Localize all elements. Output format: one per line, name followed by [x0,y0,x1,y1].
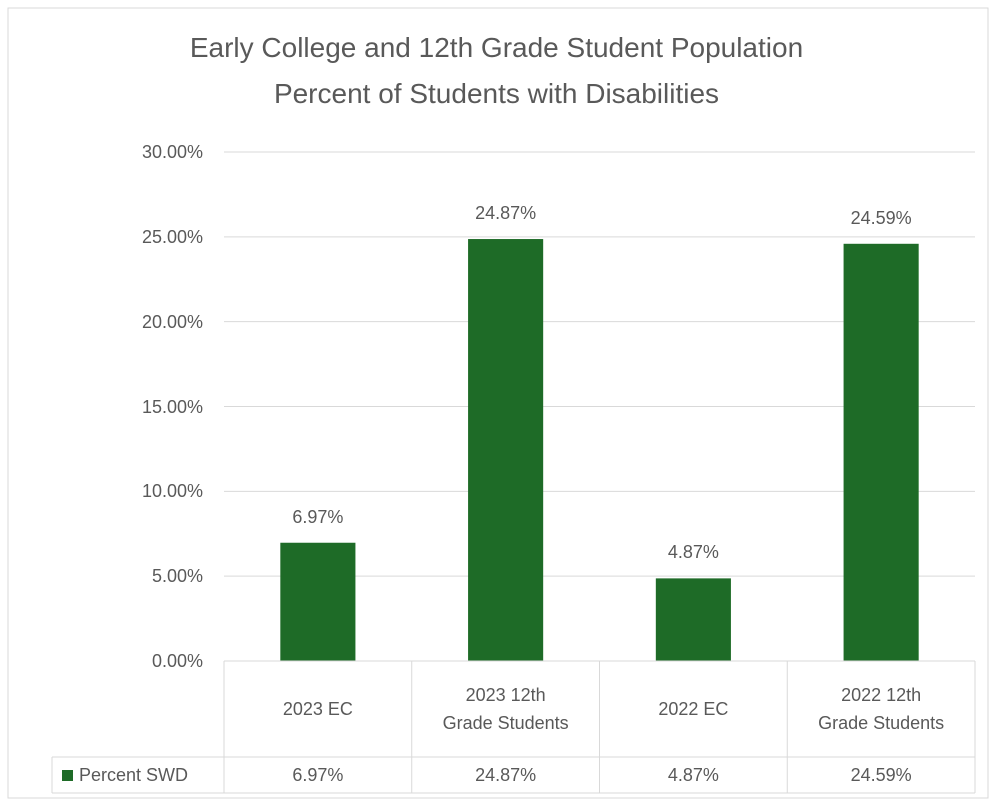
legend-label: Percent SWD [79,765,189,785]
bar [655,578,731,661]
bar [468,239,544,661]
x-tick-label: 2022 EC [658,699,729,719]
y-tick-label: 25.00% [141,226,203,247]
legend-swatch [62,770,73,781]
y-tick-label: 5.00% [151,566,203,587]
x-tick-label: 2023 12th Grade Students [442,685,569,733]
data-label: 4.87% [667,542,719,563]
table-value: 4.87% [667,765,719,785]
table-value: 24.59% [850,765,912,785]
y-tick-label: 15.00% [141,396,203,417]
data-label: 24.87% [475,203,537,224]
data-label: 24.59% [850,207,912,228]
chart-title: Percent of Students with Disabilities [273,78,720,109]
x-tick-label: 2023 EC [282,699,353,719]
table-value: 24.87% [475,765,537,785]
chart-border [7,7,989,799]
chart-title: Early College and 12th Grade Student Pop… [189,32,804,63]
table-value: 6.97% [292,765,344,785]
bar [843,243,919,661]
y-tick-label: 10.00% [141,481,203,502]
x-tick-label: 2022 12th Grade Students [818,685,945,733]
y-tick-label: 20.00% [141,311,203,332]
y-tick-label: 0.00% [151,651,203,671]
bar [280,542,356,661]
y-tick-label: 30.00% [141,142,203,162]
data-label: 6.97% [292,506,344,527]
